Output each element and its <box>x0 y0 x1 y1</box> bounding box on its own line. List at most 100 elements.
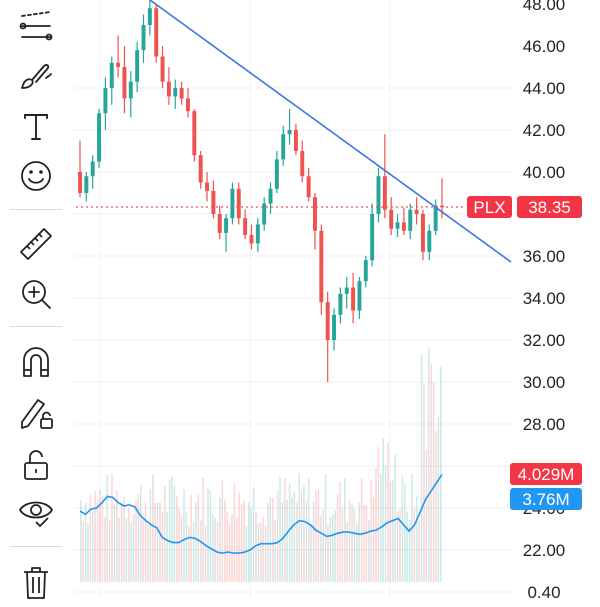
volume-bar <box>135 501 137 582</box>
price-tick-label: 0.40 <box>527 583 560 600</box>
candle-body <box>414 209 419 214</box>
volume-bar <box>399 509 401 582</box>
magnet-icon[interactable] <box>16 342 56 382</box>
trash-icon[interactable] <box>16 562 56 602</box>
volume-bar <box>99 490 101 582</box>
volume-bar <box>104 517 106 582</box>
volume-bar <box>284 478 286 582</box>
candle-body <box>382 176 387 210</box>
volume-bar <box>303 485 305 582</box>
volume-bar <box>156 502 159 582</box>
volume-bar <box>293 492 296 582</box>
trendline[interactable] <box>149 0 512 263</box>
candle-body <box>135 50 140 82</box>
candle-body <box>109 62 114 88</box>
volume-bar <box>221 480 224 582</box>
trend-tools-icon[interactable] <box>16 6 56 46</box>
volume-bar <box>161 512 164 582</box>
volume-bar <box>252 487 255 582</box>
volume-bar <box>231 514 233 582</box>
volume-bar <box>94 490 96 582</box>
volume-bar <box>382 438 384 582</box>
candle-body <box>243 218 248 235</box>
volume-bar <box>197 494 200 582</box>
volume-bar <box>365 505 368 582</box>
volume-bar <box>267 502 269 582</box>
volume-bar <box>320 515 322 582</box>
volume-bar <box>224 499 226 582</box>
candle-body <box>103 88 108 114</box>
volume-bar <box>84 502 87 582</box>
volume-bar <box>353 508 356 582</box>
volume-ma-badge: 3.76M <box>510 488 582 510</box>
volume-bar <box>89 494 92 582</box>
volume-bar <box>113 503 116 582</box>
candle-body <box>224 218 229 233</box>
volume-bar <box>437 416 440 582</box>
volume-bar <box>298 473 300 582</box>
zoom-in-icon[interactable] <box>16 274 56 314</box>
candle-body <box>395 222 400 229</box>
candle-body <box>128 81 133 99</box>
candle-body <box>319 230 324 303</box>
volume-bar <box>281 501 284 582</box>
volume-bar <box>178 509 180 582</box>
volume-bar <box>204 525 207 582</box>
volume-bar <box>264 525 267 582</box>
volume-bar <box>168 479 171 582</box>
volume-bar <box>358 501 360 582</box>
volume-bar <box>317 489 320 582</box>
candle-body <box>357 281 362 311</box>
volume-bar <box>106 475 108 582</box>
volume-bar <box>346 522 348 582</box>
volume-bar <box>274 520 276 582</box>
volume-bar <box>185 512 188 582</box>
volume-bar <box>276 490 279 582</box>
volume-bar <box>296 502 298 582</box>
candle-body <box>287 130 292 135</box>
volume-bar <box>214 517 216 582</box>
volume-bar <box>375 468 377 582</box>
text-icon[interactable] <box>16 106 56 146</box>
volume-bar <box>315 490 317 582</box>
volume-bar <box>425 449 428 582</box>
candle-body <box>268 188 273 204</box>
volume-bar <box>152 474 154 582</box>
brush-icon[interactable] <box>16 56 56 96</box>
candle-body <box>198 155 203 183</box>
volume-bar <box>144 502 147 582</box>
volume-bar <box>288 483 291 582</box>
candle-body <box>325 302 330 340</box>
volume-bar <box>322 509 324 582</box>
volume-bar <box>310 524 312 582</box>
lock-drawing-icon[interactable] <box>16 392 56 432</box>
volume-bar <box>286 499 288 582</box>
volume-bar <box>418 520 420 582</box>
price-tick-label: 32.00 <box>523 331 566 350</box>
volume-bar <box>202 477 204 582</box>
eye-icon[interactable] <box>16 492 56 532</box>
candle-body <box>230 188 235 219</box>
volume-bar <box>233 483 236 582</box>
volume-bar <box>406 511 408 582</box>
volume-bar <box>413 508 416 582</box>
volume-bar <box>147 524 149 582</box>
price-tick-label: 42.00 <box>523 121 566 140</box>
volume-bar <box>111 474 113 582</box>
emoji-icon[interactable] <box>16 156 56 196</box>
volume-bar <box>149 489 152 582</box>
symbol-label: PLX <box>473 198 505 217</box>
unlock-icon[interactable] <box>16 444 56 484</box>
volume-bar <box>348 500 351 582</box>
volume-bar <box>142 519 144 582</box>
volume-bar <box>243 500 245 582</box>
volume-bar <box>377 446 380 582</box>
volume-bar <box>183 489 185 582</box>
candle-body <box>389 209 394 229</box>
volume-bar <box>368 520 370 582</box>
candle-body <box>217 214 222 233</box>
volume-bar <box>255 512 257 582</box>
ruler-icon[interactable] <box>16 224 56 264</box>
price-tick-label: 40.00 <box>523 163 566 182</box>
